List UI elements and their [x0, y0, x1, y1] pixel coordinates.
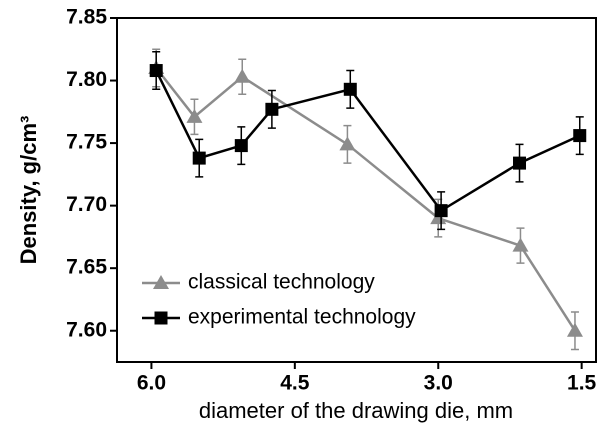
data-point — [573, 129, 587, 143]
data-point — [234, 68, 251, 83]
data-point — [434, 204, 448, 218]
data-point — [566, 322, 583, 337]
plot-frame — [116, 17, 597, 363]
data-point — [149, 64, 163, 78]
data-point — [186, 108, 203, 123]
y-tick-label: 7.65 — [66, 256, 107, 279]
data-point — [265, 102, 279, 116]
legend-label: classical technology — [188, 271, 375, 294]
series-line — [155, 69, 581, 213]
y-tick-label: 7.60 — [66, 318, 107, 341]
y-tick-label: 7.80 — [66, 68, 107, 91]
data-point — [234, 139, 248, 153]
x-tick-label: 4.5 — [280, 372, 310, 395]
x-tick-label: 6.0 — [137, 372, 166, 395]
y-tick-label: 7.75 — [66, 131, 107, 154]
data-point — [512, 237, 529, 252]
legend-marker — [153, 275, 169, 289]
y-tick-label: 7.85 — [66, 6, 107, 29]
data-point — [339, 136, 356, 151]
data-point — [343, 82, 357, 96]
x-axis-label: diameter of the drawing die, mm — [199, 398, 513, 423]
legend-marker — [154, 311, 168, 325]
data-point — [192, 151, 206, 165]
y-axis-label: Density, g/cm³ — [16, 116, 41, 265]
data-point — [430, 210, 447, 225]
x-tick-label: 3.0 — [424, 372, 453, 395]
y-tick-label: 7.70 — [66, 193, 107, 216]
legend-label: experimental technology — [188, 306, 416, 329]
data-point — [513, 156, 527, 170]
x-tick-label: 1.5 — [567, 372, 597, 395]
